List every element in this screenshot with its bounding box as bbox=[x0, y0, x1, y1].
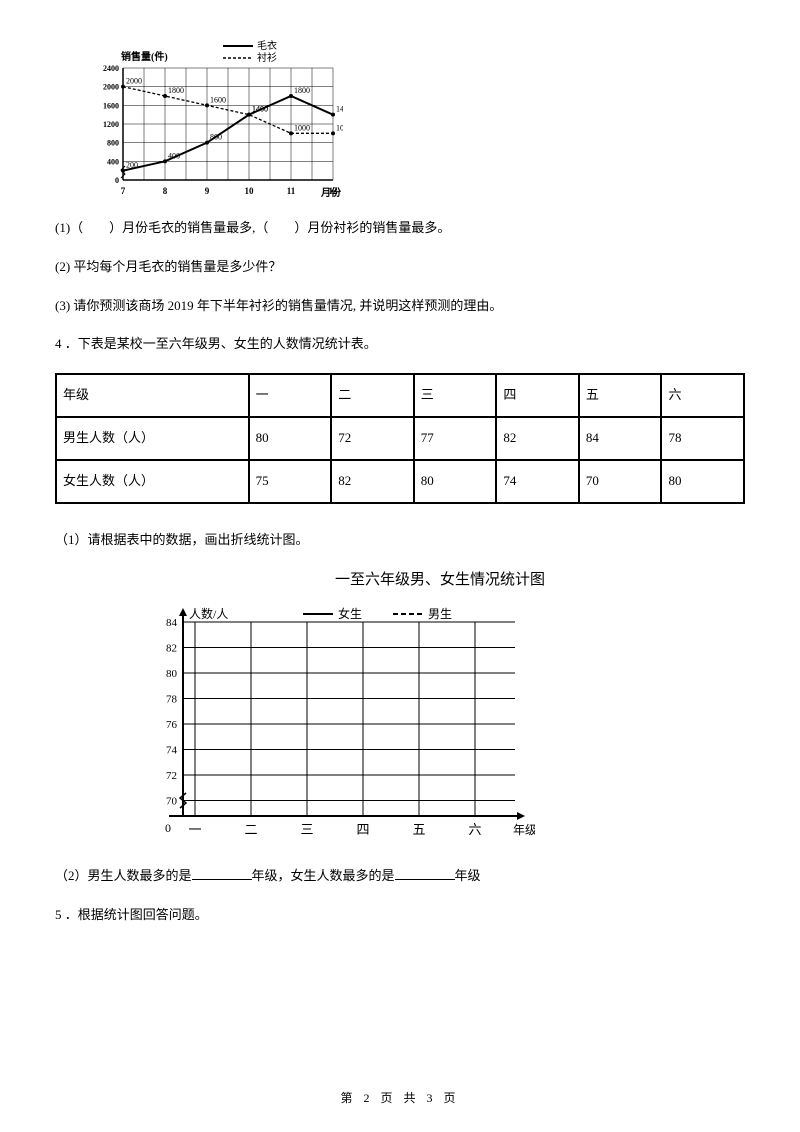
blank-1 bbox=[192, 879, 252, 880]
svg-text:400: 400 bbox=[168, 151, 180, 160]
svg-text:衬衫: 衬衫 bbox=[257, 51, 277, 64]
question-2: (2) 平均每个月毛衣的销售量是多少件？ bbox=[55, 257, 745, 278]
svg-text:0: 0 bbox=[165, 821, 171, 835]
row-girls-label: 女生人数（人） bbox=[56, 460, 249, 503]
svg-text:200: 200 bbox=[126, 161, 138, 170]
svg-text:年级: 年级 bbox=[513, 823, 535, 837]
q42-a: （2）男生人数最多的是 bbox=[55, 868, 192, 883]
blank-2 bbox=[395, 879, 455, 880]
c: 82 bbox=[331, 460, 414, 503]
c: 82 bbox=[496, 417, 579, 460]
svg-text:0: 0 bbox=[115, 176, 119, 185]
svg-text:12: 12 bbox=[329, 186, 339, 196]
svg-text:2000: 2000 bbox=[103, 83, 119, 92]
question-3: (3) 请你预测该商场 2019 年下半年衬衫的销售量情况, 并说明这样预测的理… bbox=[55, 296, 745, 317]
svg-text:8: 8 bbox=[163, 186, 168, 196]
th-3: 三 bbox=[414, 374, 497, 417]
chart2-svg: 人数/人年级 0 女生 男生 70 72 74 76 78 80 82 84 一 二 三 四 五 六 bbox=[135, 598, 535, 846]
question-1: (1)（ ）月份毛衣的销售量最多,（ ）月份衬衫的销售量最多。 bbox=[55, 218, 745, 239]
svg-text:1000: 1000 bbox=[294, 123, 310, 132]
svg-text:84: 84 bbox=[166, 617, 178, 629]
svg-text:11: 11 bbox=[287, 186, 296, 196]
question-4-2: （2）男生人数最多的是 年级，女生人数最多的是 年级 bbox=[55, 866, 745, 887]
question-4: 4 ．下表是某校一至六年级男、女生的人数情况统计表。 bbox=[55, 334, 745, 355]
c: 80 bbox=[249, 417, 332, 460]
svg-text:9: 9 bbox=[205, 186, 210, 196]
chart1-svg: 毛衣衬衫销售量(件)月份0400800120016002000240078910… bbox=[83, 40, 343, 200]
svg-text:7: 7 bbox=[121, 186, 126, 196]
svg-text:毛衣: 毛衣 bbox=[257, 40, 277, 52]
c: 77 bbox=[414, 417, 497, 460]
svg-text:82: 82 bbox=[166, 643, 177, 655]
row-boys-label: 男生人数（人） bbox=[56, 417, 249, 460]
th-1: 一 bbox=[249, 374, 332, 417]
svg-text:76: 76 bbox=[166, 719, 178, 731]
q42-c: 年级 bbox=[455, 868, 481, 883]
c: 84 bbox=[579, 417, 662, 460]
svg-text:五: 五 bbox=[412, 822, 425, 837]
c: 80 bbox=[661, 460, 744, 503]
svg-text:72: 72 bbox=[166, 770, 177, 782]
svg-text:800: 800 bbox=[210, 133, 222, 142]
svg-text:70: 70 bbox=[166, 796, 178, 808]
svg-text:女生: 女生 bbox=[338, 606, 362, 621]
table-row: 女生人数（人） 75 82 80 74 70 80 bbox=[56, 460, 744, 503]
table-row: 年级 一 二 三 四 五 六 bbox=[56, 374, 744, 417]
svg-text:74: 74 bbox=[166, 745, 178, 757]
svg-text:80: 80 bbox=[166, 668, 178, 680]
th-6: 六 bbox=[661, 374, 744, 417]
svg-text:1400: 1400 bbox=[336, 105, 343, 114]
c: 72 bbox=[331, 417, 414, 460]
c: 74 bbox=[496, 460, 579, 503]
student-chart: 一至六年级男、女生情况统计图 人数/人年级 0 女生 男生 70 72 74 76 78 80 82… bbox=[135, 568, 745, 848]
svg-text:2400: 2400 bbox=[103, 64, 119, 73]
svg-text:1600: 1600 bbox=[103, 101, 119, 110]
table-row: 男生人数（人） 80 72 77 82 84 78 bbox=[56, 417, 744, 460]
svg-text:78: 78 bbox=[166, 694, 178, 706]
svg-text:2000: 2000 bbox=[126, 77, 142, 86]
question-5: 5 ．根据统计图回答问题。 bbox=[55, 905, 745, 926]
th-2: 二 bbox=[331, 374, 414, 417]
svg-text:800: 800 bbox=[107, 139, 119, 148]
c: 70 bbox=[579, 460, 662, 503]
svg-text:1200: 1200 bbox=[103, 120, 119, 129]
svg-text:10: 10 bbox=[245, 186, 255, 196]
th-5: 五 bbox=[579, 374, 662, 417]
page-footer: 第 2 页 共 3 页 bbox=[0, 1089, 800, 1108]
c: 80 bbox=[414, 460, 497, 503]
svg-text:1000: 1000 bbox=[336, 123, 343, 132]
svg-text:四: 四 bbox=[356, 822, 369, 837]
svg-text:一: 一 bbox=[188, 822, 201, 837]
svg-text:销售量(件): 销售量(件) bbox=[121, 50, 168, 63]
c: 75 bbox=[249, 460, 332, 503]
svg-text:男生: 男生 bbox=[428, 607, 452, 621]
th-grade: 年级 bbox=[56, 374, 249, 417]
svg-text:人数/人: 人数/人 bbox=[189, 606, 228, 621]
svg-text:1800: 1800 bbox=[294, 86, 310, 95]
q42-b: 年级，女生人数最多的是 bbox=[252, 868, 395, 883]
student-table: 年级 一 二 三 四 五 六 男生人数（人） 80 72 77 82 84 78… bbox=[55, 373, 745, 503]
th-4: 四 bbox=[496, 374, 579, 417]
sales-chart: 毛衣衬衫销售量(件)月份0400800120016002000240078910… bbox=[83, 40, 745, 200]
question-4-1: （1）请根据表中的数据，画出折线统计图。 bbox=[55, 530, 745, 551]
svg-text:二: 二 bbox=[244, 822, 257, 837]
svg-text:六: 六 bbox=[468, 822, 481, 837]
svg-text:1600: 1600 bbox=[210, 95, 226, 104]
svg-text:三: 三 bbox=[300, 822, 313, 837]
c: 78 bbox=[661, 417, 744, 460]
chart2-title: 一至六年级男、女生情况统计图 bbox=[135, 568, 745, 592]
svg-text:1800: 1800 bbox=[168, 86, 184, 95]
svg-text:1400: 1400 bbox=[252, 105, 268, 114]
svg-text:400: 400 bbox=[107, 157, 119, 166]
